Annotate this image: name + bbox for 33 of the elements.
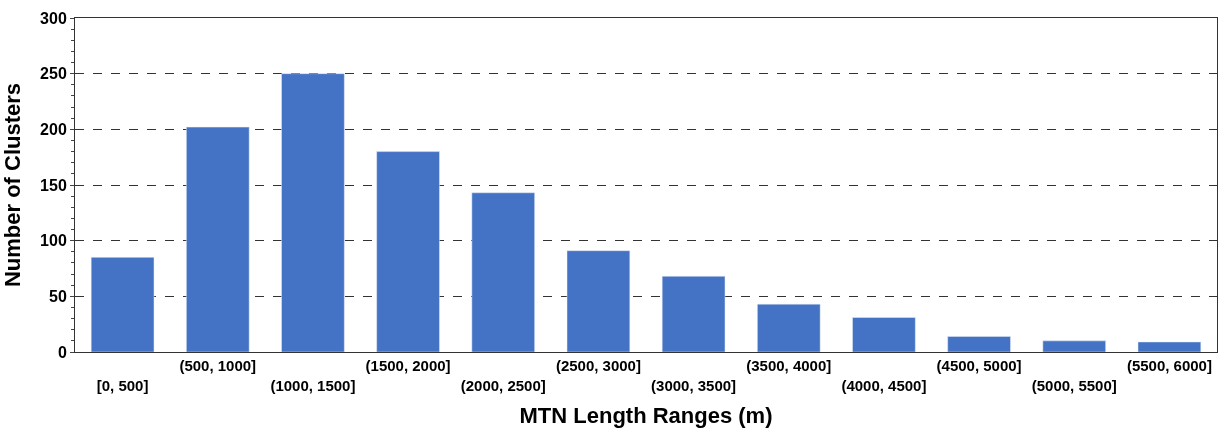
x-tick-label: (1500, 2000] xyxy=(365,357,451,374)
bar xyxy=(281,73,345,352)
bar xyxy=(757,303,821,352)
y-tick-label: 100 xyxy=(40,232,67,250)
y-tick-label: 150 xyxy=(40,176,67,194)
x-tick-label: [0, 500] xyxy=(96,376,149,394)
x-tick-label: (2500, 3000] xyxy=(555,357,641,374)
y-tick-label: 50 xyxy=(49,287,67,305)
x-tick-label: (1000, 1500] xyxy=(270,376,356,394)
x-tick-label: (5000, 5500] xyxy=(1031,376,1117,394)
y-tick-label: 200 xyxy=(40,120,67,138)
bar xyxy=(1137,341,1202,352)
x-tick-label: (2000, 2500] xyxy=(460,376,546,394)
x-tick-label: (3500, 4000] xyxy=(746,357,832,374)
y-axis-title: Number of Clusters xyxy=(0,82,25,288)
x-tick-label: (4500, 5000] xyxy=(936,357,1022,374)
bar xyxy=(186,126,250,352)
bar xyxy=(661,276,726,352)
bar xyxy=(471,192,535,352)
x-axis-title: MTN Length Ranges (m) xyxy=(519,403,773,429)
y-tick-label: 300 xyxy=(40,9,67,27)
y-tick-label: 250 xyxy=(40,65,67,83)
bar xyxy=(947,336,1011,352)
x-tick-label: (4000, 4500] xyxy=(841,376,927,394)
bar xyxy=(852,317,916,352)
bar xyxy=(566,250,631,352)
x-tick-label: (5500, 6000] xyxy=(1126,357,1212,374)
bar xyxy=(90,257,155,352)
y-tick-label: 0 xyxy=(57,343,67,361)
bar xyxy=(1042,340,1106,352)
bar xyxy=(376,151,440,352)
x-tick-label: (500, 1000] xyxy=(179,357,257,374)
x-tick-label: (3000, 3500] xyxy=(651,376,737,394)
